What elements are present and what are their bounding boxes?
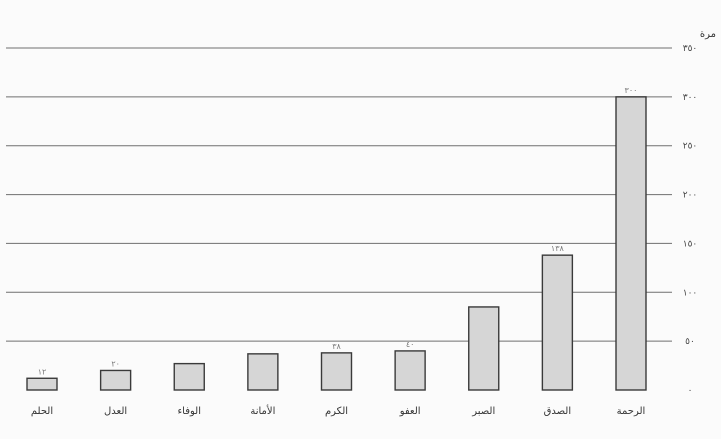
bar — [320, 352, 353, 391]
y-tick-label: ٢٥٠ — [683, 142, 698, 152]
bar — [394, 350, 426, 391]
y-tick-label: ٥٠ — [685, 337, 695, 347]
bar — [173, 362, 205, 391]
data-label: ١٢ — [38, 367, 47, 376]
bar — [541, 254, 574, 391]
y-tick-label: ٢٠٠ — [683, 191, 698, 201]
category-label: الوفاء — [177, 406, 201, 417]
category-label: الأمانة — [250, 404, 275, 417]
category-label: الحلم — [31, 406, 53, 417]
y-tick-label: ١٠٠ — [683, 288, 698, 298]
category-label: العدل — [104, 406, 127, 417]
data-label: ٣٠٠ — [625, 86, 638, 95]
y-axis-ticks: ٠ ٥٠ ١٠٠ ١٥٠ ٢٠٠ ٢٥٠ ٣٠٠ ٣٥٠ — [683, 44, 698, 396]
grid-lines — [6, 47, 672, 342]
data-label: ١٣٨ — [551, 244, 565, 253]
data-label: ٤٠ — [406, 340, 415, 349]
data-label: ٢٠ — [111, 359, 120, 368]
category-label: الرحمة — [617, 406, 646, 417]
bar — [99, 369, 132, 391]
y-tick-label: ٠ — [688, 386, 693, 396]
category-label: العفو — [399, 406, 421, 417]
category-labels: الرحمة الصدق الصبر العفو الكرم الأمانة الوفاء ا… — [31, 404, 645, 417]
data-label: ٣٨ — [332, 342, 341, 351]
y-tick-label: ٣٠٠ — [683, 93, 698, 103]
y-axis-label: مرة — [700, 29, 716, 40]
bar — [247, 353, 279, 391]
y-tick-label: ٣٥٠ — [683, 44, 698, 54]
bar — [26, 377, 58, 391]
category-label: الصدق — [544, 406, 572, 417]
category-label: الكرم — [325, 406, 348, 417]
data-labels: ٣٠٠ ١٣٨ ٤٠ ٣٨ ٢٠ ١٢ — [38, 86, 638, 376]
bar — [468, 306, 500, 391]
bar — [615, 96, 647, 391]
y-tick-label: ١٥٠ — [683, 239, 698, 249]
category-label: الصبر — [471, 406, 495, 417]
bars — [26, 96, 647, 391]
